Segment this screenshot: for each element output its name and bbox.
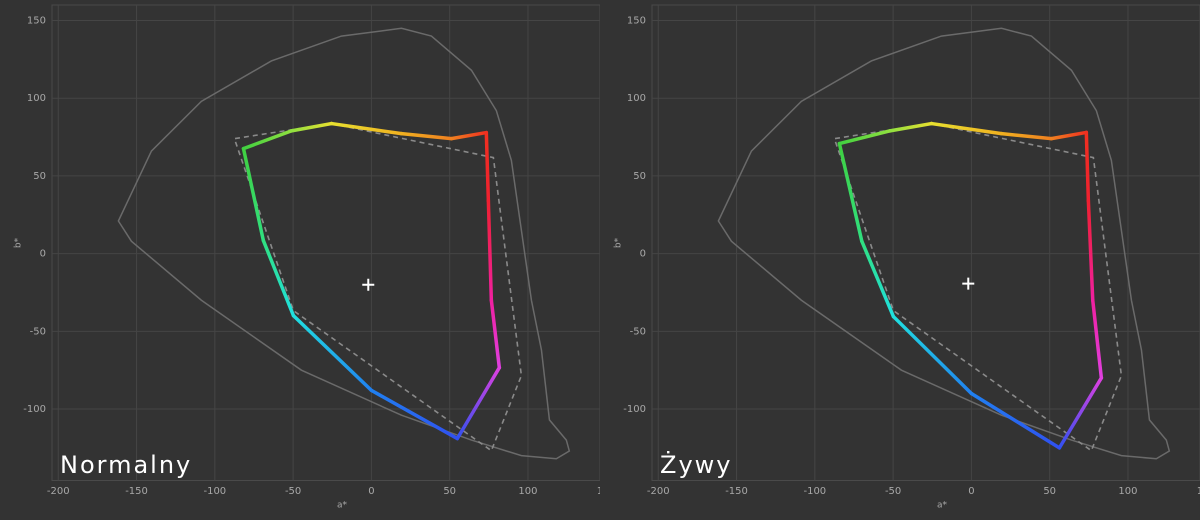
gamut-edge (449, 130, 489, 141)
x-tick-label: 150 (1197, 486, 1200, 497)
gamut-edge (261, 238, 296, 318)
gamut-edge (929, 121, 1004, 136)
x-tick-label: -50 (885, 486, 901, 497)
mode-label: Normalny (60, 451, 192, 479)
gamut-edge (399, 131, 454, 141)
y-tick-label: 150 (27, 16, 46, 27)
x-tick-label: 0 (968, 486, 974, 497)
x-tick-label: 150 (597, 486, 600, 497)
y-tick-label: -50 (630, 326, 646, 337)
x-axis-label: a* (937, 501, 948, 511)
x-tick-label: 50 (1043, 486, 1056, 497)
y-tick-label: 150 (627, 16, 646, 27)
gamut-edge (837, 141, 864, 243)
x-tick-label: 0 (368, 486, 374, 497)
x-tick-label: 100 (1118, 486, 1137, 497)
gamut-edge (1084, 130, 1091, 203)
y-axis-label: b* (14, 237, 24, 248)
x-tick-label: -150 (125, 486, 148, 497)
white-point (962, 277, 975, 290)
x-tick-label: -150 (725, 486, 748, 497)
gamut-edge (837, 129, 892, 146)
white-point (362, 278, 375, 291)
y-tick-label: 0 (640, 249, 646, 260)
y-axis-label: b* (614, 237, 624, 248)
x-tick-label: -200 (647, 486, 670, 497)
reference-gamut (833, 122, 1123, 452)
gamut-edge (999, 131, 1054, 141)
x-tick-label: -200 (47, 486, 70, 497)
gamut-edge (484, 130, 491, 203)
y-tick-label: 50 (33, 171, 46, 182)
y-tick-label: -100 (623, 404, 646, 415)
gamut-edge (241, 146, 266, 243)
gamut-edge (1057, 376, 1104, 450)
x-tick-label: 100 (518, 486, 537, 497)
x-axis-label: a* (337, 501, 348, 511)
panel: -200 -150 -100 -50 0 50 100 150 -100 -50 0 50 100 150… (614, 4, 1200, 511)
gamut-edge (486, 199, 494, 302)
x-tick-label: -100 (803, 486, 826, 497)
gamut-edge (489, 298, 502, 370)
gamut-edge (888, 121, 934, 133)
gamut-edge (1086, 199, 1095, 302)
gamut-edge (455, 365, 502, 441)
mode-label: Żywy (660, 450, 732, 479)
visible-spectrum (117, 27, 571, 460)
gamut-edge (860, 239, 896, 319)
y-tick-label: 0 (40, 249, 46, 260)
gamut-edge (241, 129, 294, 151)
y-tick-label: -50 (30, 326, 46, 337)
x-tick-label: -50 (285, 486, 301, 497)
reference-gamut (233, 122, 523, 452)
gamut-edge (1090, 298, 1104, 380)
y-tick-label: 100 (27, 93, 46, 104)
y-tick-label: 50 (633, 171, 646, 182)
y-tick-label: -100 (23, 404, 46, 415)
gamut-edge (291, 313, 374, 393)
plot-area (51, 4, 600, 481)
plot-area (651, 4, 1200, 481)
panel: -200 -150 -100 -50 0 50 100 150 -100 -50 0 50 100 150… (14, 4, 600, 511)
gamut-edge (1049, 130, 1089, 141)
gamut-edge (369, 388, 460, 441)
gamut-edge (329, 121, 404, 136)
gamut-edge (969, 391, 1062, 450)
x-tick-label: -100 (203, 486, 226, 497)
y-tick-label: 100 (627, 93, 646, 104)
visible-spectrum (717, 27, 1171, 460)
x-tick-label: 50 (443, 486, 456, 497)
gamut-edge (289, 121, 334, 133)
gamut-edge (891, 314, 974, 396)
